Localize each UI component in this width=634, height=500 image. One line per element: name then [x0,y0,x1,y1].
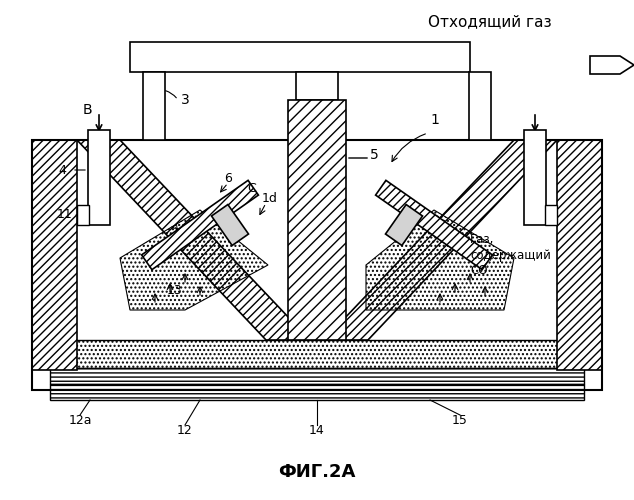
Text: 13: 13 [167,284,183,296]
Bar [50,368,584,384]
Polygon shape [77,140,310,340]
Bar [545,205,557,225]
FancyArrow shape [590,56,634,74]
Text: 14: 14 [309,424,325,436]
Bar [296,72,338,100]
Bar [130,42,470,72]
Text: 12: 12 [177,424,193,436]
Text: 3: 3 [181,93,190,107]
Bar [77,205,89,225]
Text: 6: 6 [224,172,232,184]
Text: 12a: 12a [68,414,92,426]
Text: В: В [82,103,92,117]
Text: 11: 11 [57,208,73,222]
Text: C: C [248,182,256,194]
Text: ФИГ.2А: ФИГ.2А [278,463,356,481]
Polygon shape [120,140,514,340]
Bar [288,100,346,340]
Bar [88,130,110,225]
Polygon shape [212,204,249,246]
Polygon shape [375,180,493,270]
Bar [557,140,602,370]
Bar [143,72,165,140]
Polygon shape [141,180,259,270]
Text: Отходящий газ: Отходящий газ [428,14,552,30]
Bar [50,384,584,400]
Text: 4: 4 [58,164,66,176]
Bar [32,140,602,390]
Text: 15: 15 [452,414,468,426]
Text: 1: 1 [430,113,439,127]
Bar [50,340,584,368]
Polygon shape [385,204,422,246]
Bar [524,130,546,225]
Bar [32,140,77,370]
Text: 1d: 1d [262,192,278,204]
Text: Газ,
содержащий
СО: Газ, содержащий СО [470,232,551,278]
Text: 5: 5 [370,148,378,162]
Bar [469,72,491,140]
Polygon shape [324,140,557,340]
